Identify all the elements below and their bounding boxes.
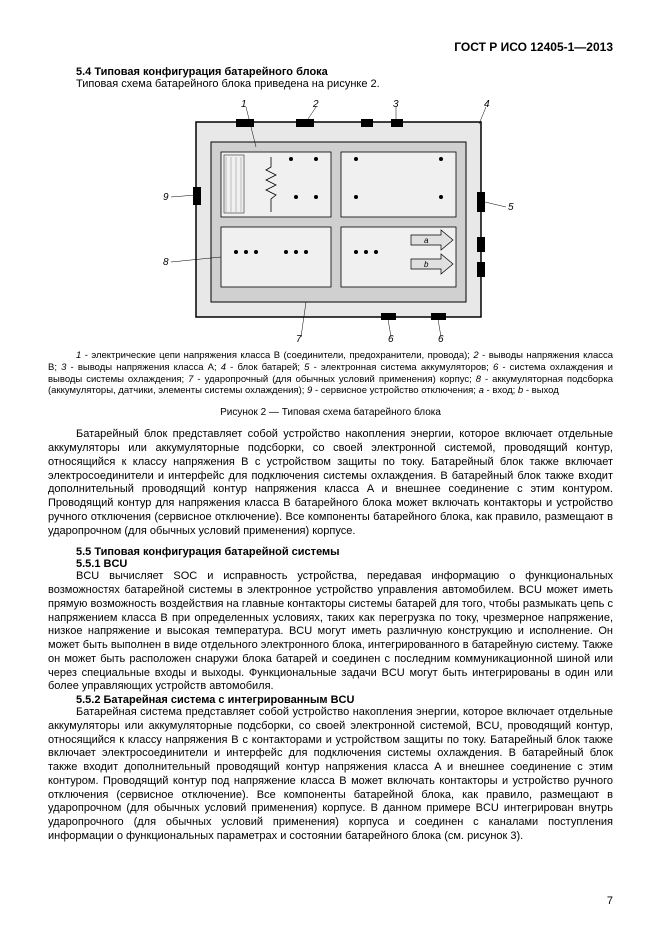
section-5-5-2-title: 5.5.2 Батарейная система с интегрированн… [48, 694, 613, 706]
document-header: ГОСТ Р ИСО 12405-1—2013 [48, 40, 613, 54]
para-5-4: Батарейный блок представляет собой устро… [48, 428, 613, 538]
section-5-5-title: 5.5 Типовая конфигурация батарейной сист… [48, 546, 613, 558]
diagram-callout-9: 9 [163, 192, 169, 203]
section-5-4-title: 5.4 Типовая конфигурация батарейного бло… [48, 66, 613, 78]
diagram-callout-5: 5 [508, 202, 514, 213]
figure-2-legend: 1 - электрические цепи напряжения класса… [48, 350, 613, 398]
diagram-callout-6b: 6 [438, 334, 444, 342]
diagram-callout-2: 2 [312, 99, 319, 110]
diagram-label-a: a [424, 236, 429, 245]
diagram-callout-7: 7 [296, 334, 302, 342]
battery-block-schematic: a b 1 2 3 4 5 6 6 7 8 [141, 97, 521, 342]
section-5-5-1-title: 5.5.1 BCU [48, 558, 613, 570]
figure-2-caption: Рисунок 2 — Типовая схема батарейного бл… [48, 407, 613, 418]
diagram-callout-3: 3 [393, 99, 399, 110]
para-5-5-1: BCU вычисляет SOC и исправность устройст… [48, 570, 613, 694]
diagram-callout-6a: 6 [388, 334, 394, 342]
page-number: 7 [607, 895, 613, 907]
diagram-callout-8: 8 [163, 257, 169, 268]
para-5-5-2: Батарейная система представляет собой ус… [48, 706, 613, 844]
diagram-label-b: b [424, 260, 429, 269]
diagram-callout-1: 1 [241, 99, 247, 110]
section-5-4-intro: Типовая схема батарейного блока приведен… [48, 78, 613, 92]
diagram-callout-4: 4 [484, 99, 490, 110]
figure-2-diagram: a b 1 2 3 4 5 6 6 7 8 [141, 97, 521, 342]
